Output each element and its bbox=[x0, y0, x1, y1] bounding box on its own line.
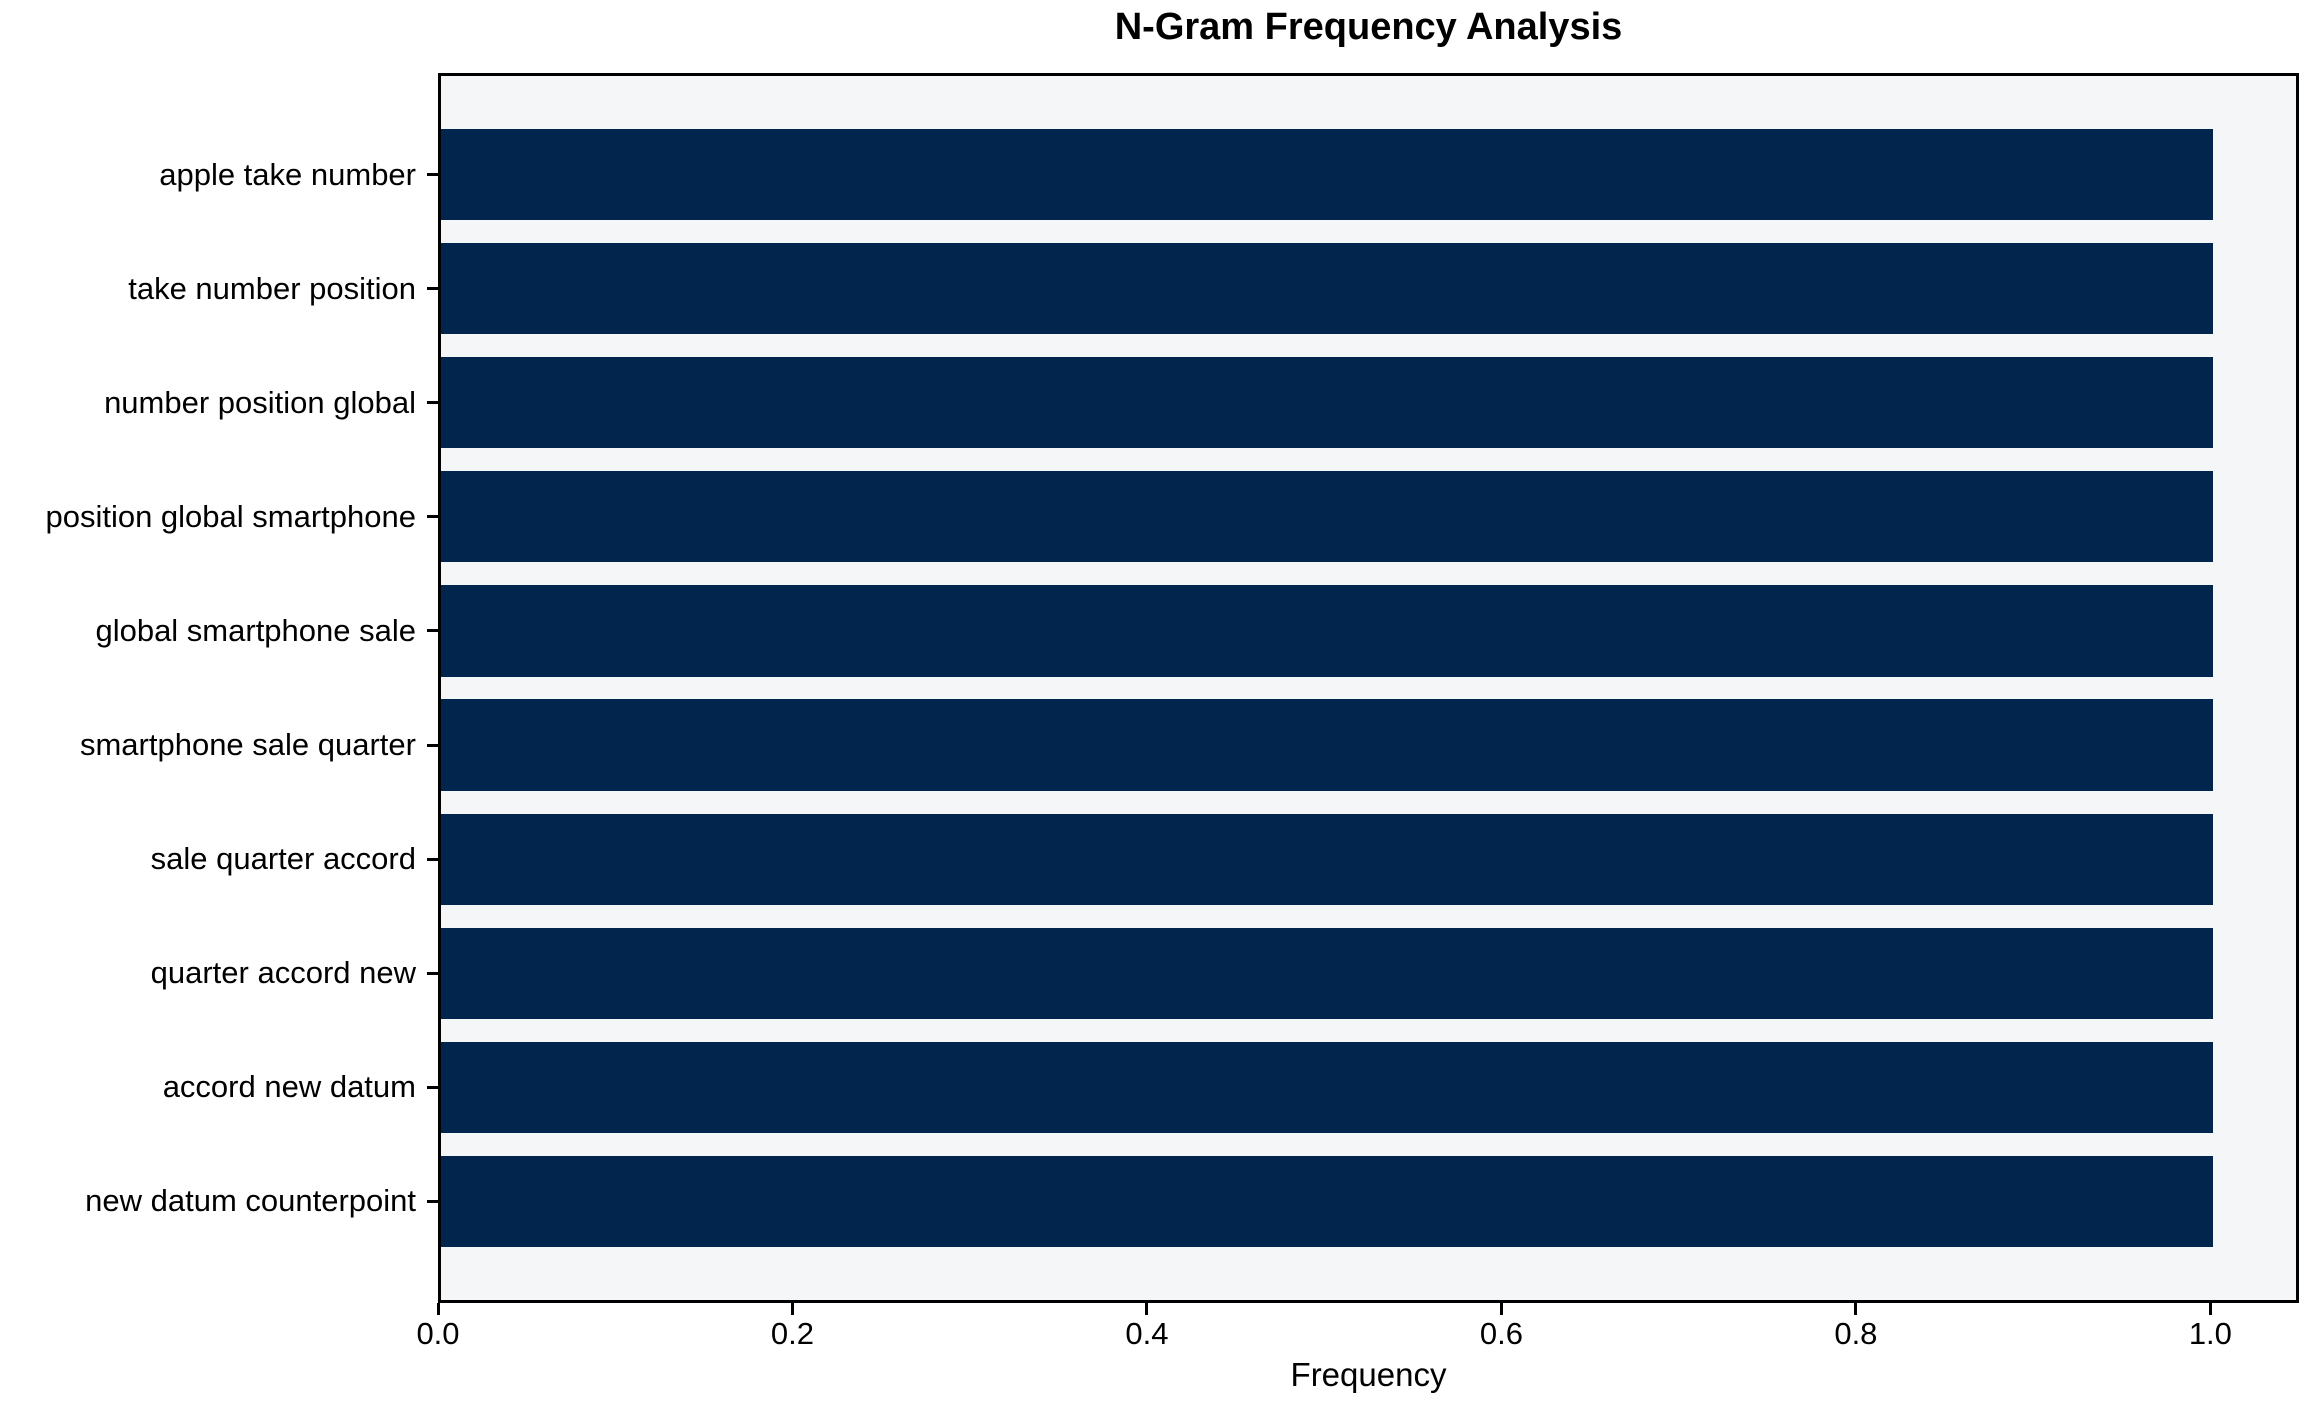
bar-global-smartphone-sale bbox=[441, 585, 2214, 677]
y-tick-mark bbox=[427, 515, 438, 519]
x-tick-mark bbox=[1499, 1303, 1503, 1315]
bar-accord-new-datum bbox=[441, 1041, 2214, 1133]
bar-number-position-global bbox=[441, 357, 2214, 449]
y-tick-label: take number position bbox=[128, 270, 416, 306]
bar-take-number-position bbox=[441, 243, 2214, 335]
bar-apple-take-number bbox=[441, 128, 2214, 221]
bar-sale-quarter-accord bbox=[441, 813, 2214, 905]
y-tick-label: apple take number bbox=[159, 156, 416, 192]
x-tick-mark bbox=[2208, 1303, 2212, 1315]
x-tick-mark bbox=[436, 1303, 440, 1315]
x-tick-label: 0.8 bbox=[1834, 1316, 1878, 1351]
bar-smartphone-sale-quarter bbox=[441, 699, 2214, 791]
x-tick-mark bbox=[790, 1303, 794, 1315]
y-tick-mark bbox=[427, 1199, 438, 1203]
bar-position-global-smartphone bbox=[441, 471, 2214, 563]
y-tick-label: number position global bbox=[104, 384, 416, 420]
bar-new-datum-counterpoint bbox=[441, 1155, 2214, 1248]
y-tick-mark bbox=[427, 401, 438, 405]
x-tick-label: 0.6 bbox=[1479, 1316, 1523, 1351]
x-tick-label: 0.0 bbox=[416, 1316, 460, 1351]
chart-title: N-Gram Frequency Analysis bbox=[1114, 6, 1623, 48]
plot-area bbox=[438, 73, 2299, 1303]
y-tick-label: position global smartphone bbox=[45, 498, 416, 534]
x-tick-label: 0.4 bbox=[1125, 1316, 1169, 1351]
y-tick-label: global smartphone sale bbox=[95, 612, 416, 648]
y-tick-label: quarter accord new bbox=[150, 955, 416, 991]
x-tick-label: 1.0 bbox=[2188, 1316, 2232, 1351]
x-tick-mark bbox=[1145, 1303, 1149, 1315]
y-tick-mark bbox=[427, 1085, 438, 1089]
x-axis-label: Frequency bbox=[1290, 1356, 1447, 1393]
y-tick-label: new datum counterpoint bbox=[85, 1183, 416, 1219]
y-tick-label: sale quarter accord bbox=[150, 841, 416, 877]
y-tick-mark bbox=[427, 173, 438, 177]
y-tick-mark bbox=[427, 629, 438, 633]
x-tick-mark bbox=[1854, 1303, 1858, 1315]
y-tick-mark bbox=[427, 287, 438, 291]
y-tick-label: smartphone sale quarter bbox=[79, 727, 416, 763]
bar-quarter-accord-new bbox=[441, 927, 2214, 1019]
x-tick-label: 0.2 bbox=[770, 1316, 815, 1351]
y-tick-mark bbox=[427, 857, 438, 861]
y-tick-label: accord new datum bbox=[162, 1069, 416, 1105]
y-tick-mark bbox=[427, 743, 438, 747]
y-tick-mark bbox=[427, 971, 438, 975]
